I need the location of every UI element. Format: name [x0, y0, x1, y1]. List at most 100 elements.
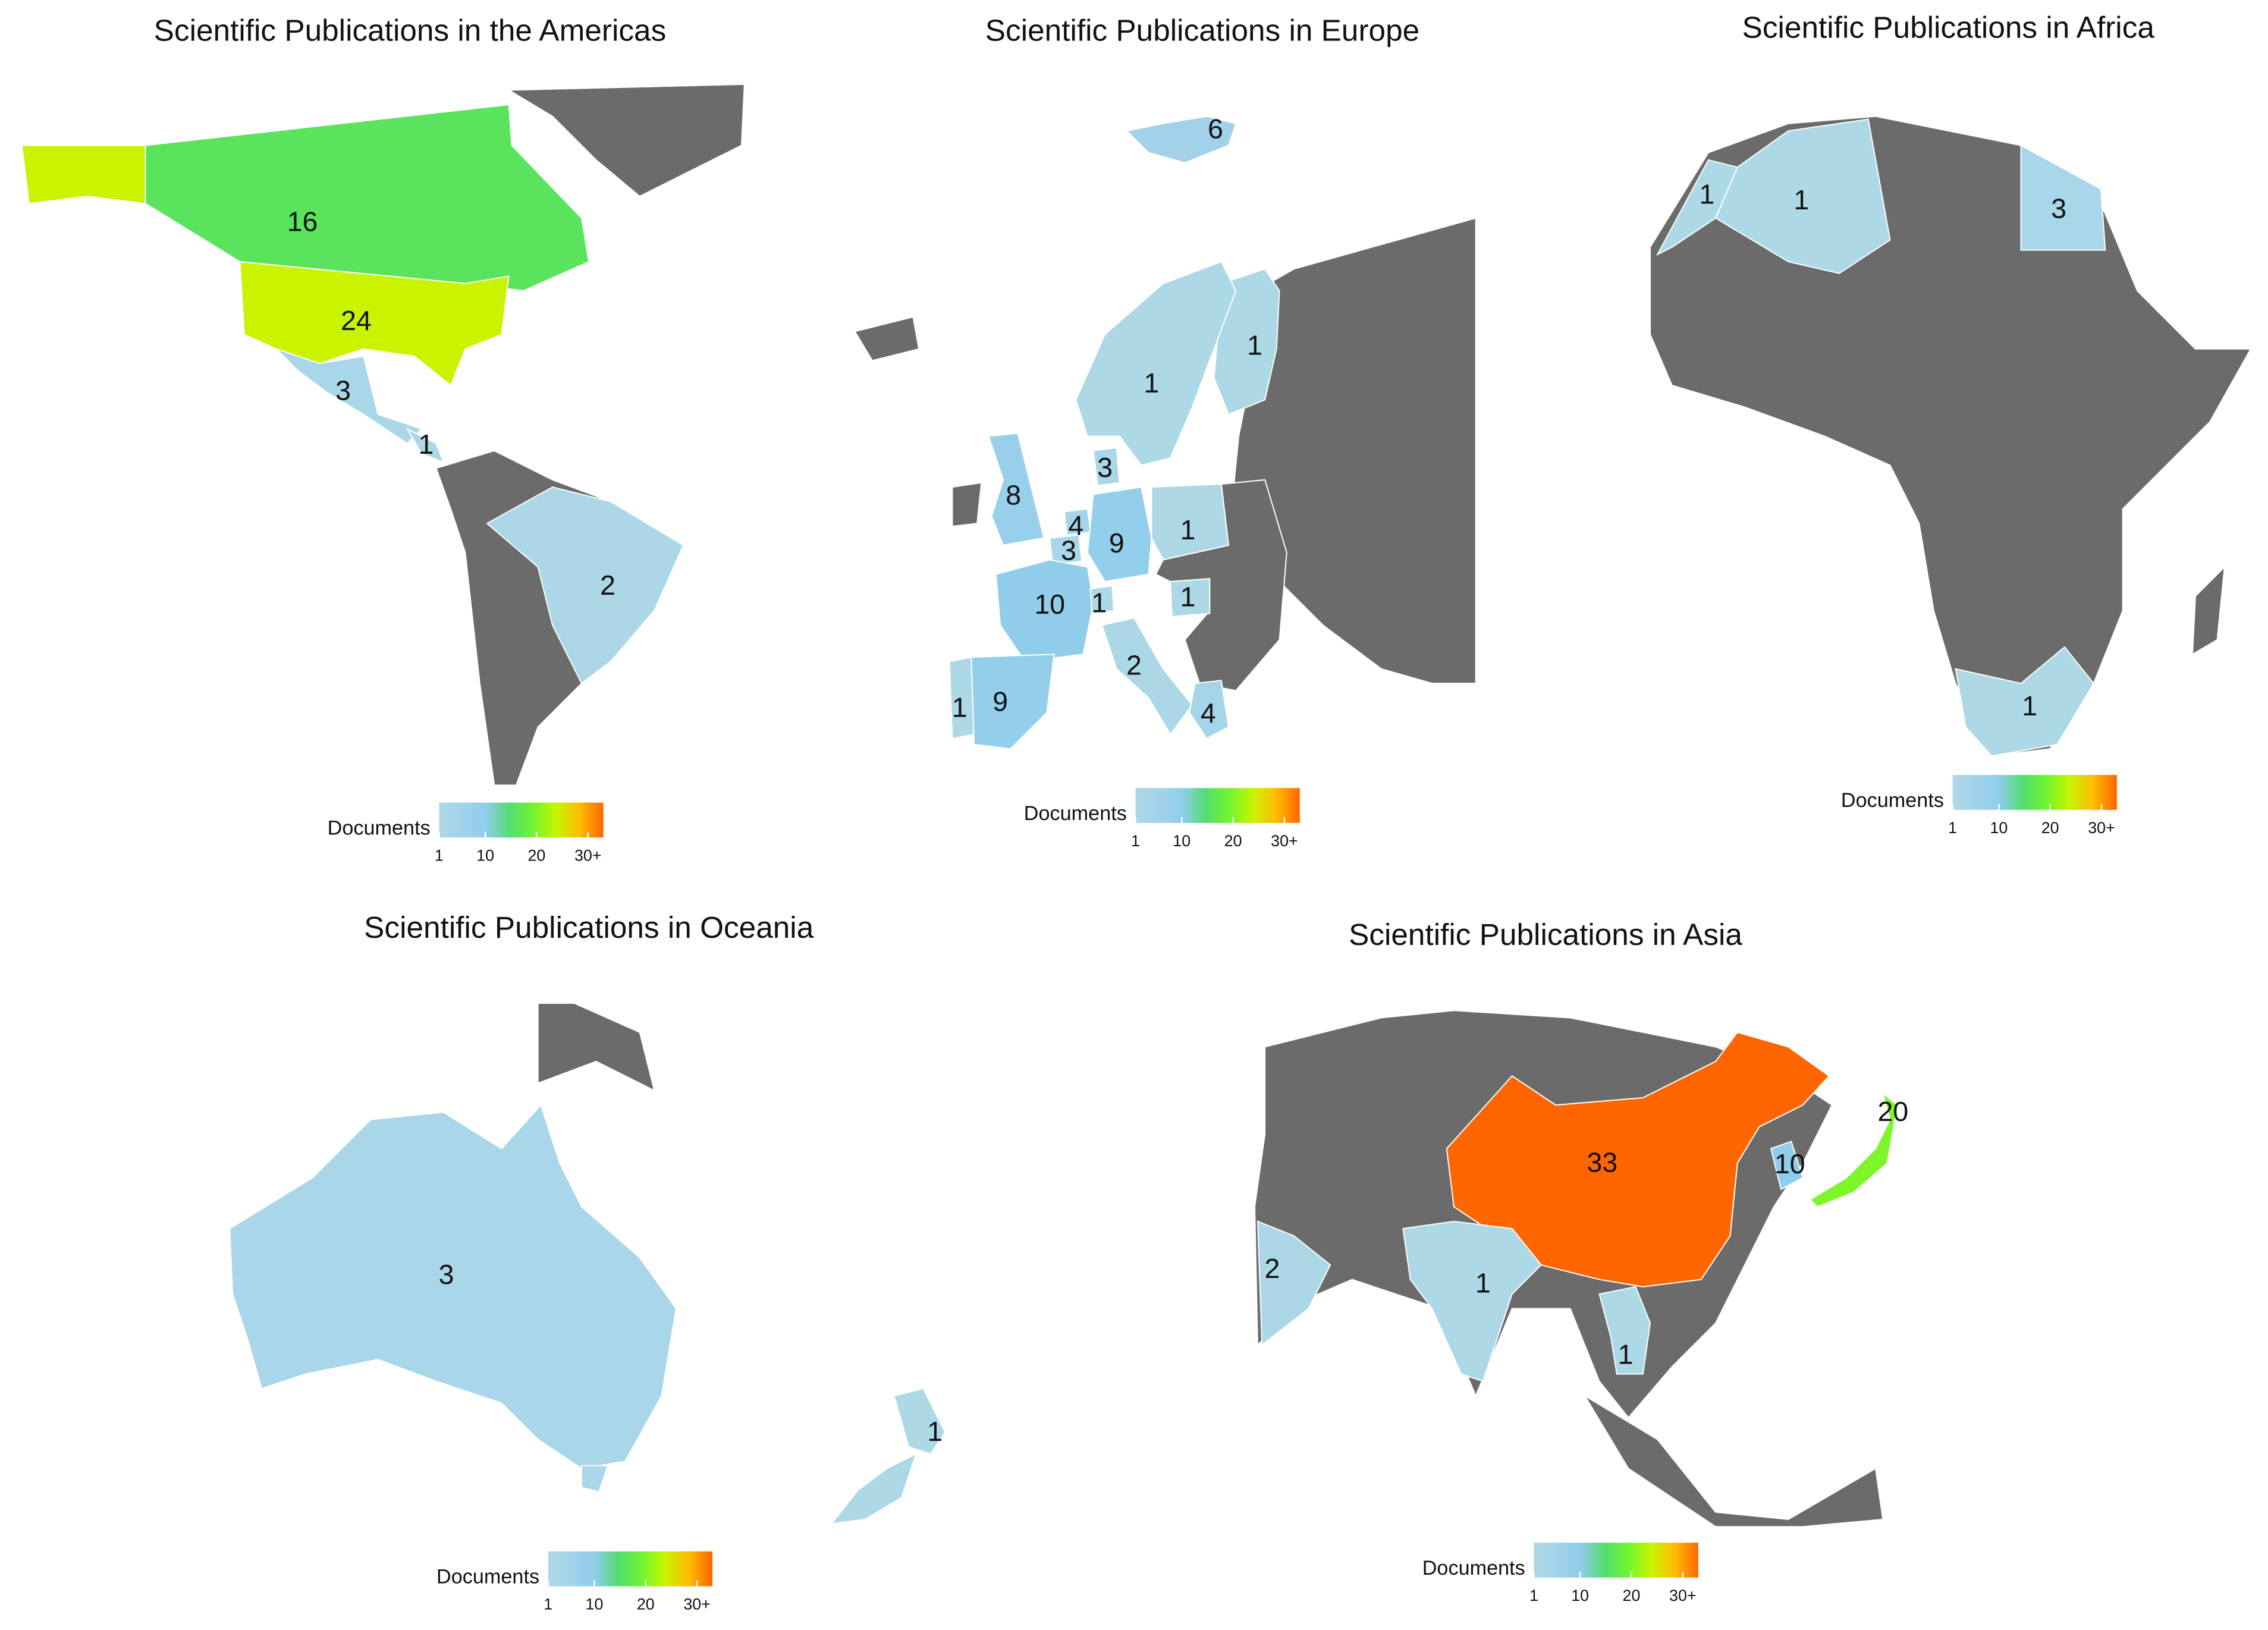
map-title: Scientific Publications in Europe: [985, 13, 1419, 47]
map-panel: Scientific Publications in Europe6113843…: [854, 13, 1477, 850]
value-label: 3: [439, 1259, 454, 1290]
legend-tick-label: 30+: [1669, 1587, 1697, 1604]
value-label: 1: [1092, 587, 1107, 618]
legend-tick-label: 30+: [574, 846, 602, 864]
legend-title: Documents: [1422, 1557, 1525, 1579]
value-label: 6: [1208, 113, 1223, 144]
country: [893, 1387, 946, 1455]
value-label: 1: [952, 692, 967, 723]
value-label: 1: [1144, 368, 1160, 398]
map-panel: Scientific Publications in the Americas 1…: [21, 13, 745, 864]
no-data-land: [507, 83, 745, 197]
no-data-land: [537, 1003, 655, 1092]
value-label: 3: [1061, 535, 1076, 566]
country: [1151, 483, 1230, 561]
no-data-land: [1650, 115, 2252, 757]
value-label: 20: [1878, 1096, 1909, 1127]
legend-tick-label: 20: [1224, 832, 1242, 850]
map-panel: Scientific Publications in Oceania 3 1 Docu…: [229, 910, 946, 1613]
country: [1125, 115, 1237, 164]
legend-tick-label: 1: [1529, 1587, 1538, 1604]
value-label: 1: [1180, 582, 1196, 613]
country: [1809, 1091, 1898, 1208]
country: [970, 654, 1055, 750]
figure-content: Scientific Publications in the Americas 1…: [21, 11, 2252, 1613]
map-title: Scientific Publications in the Americas: [154, 13, 667, 47]
legend-tick-label: 10: [1571, 1587, 1589, 1604]
country: [581, 1465, 609, 1493]
legend-tick-label: 1: [1131, 832, 1140, 850]
value-label: 3: [335, 375, 351, 406]
colorbar: [1952, 775, 2117, 810]
legend-tick-label: 20: [527, 846, 545, 864]
country: [1714, 118, 1891, 274]
country: [830, 1453, 918, 1525]
value-label: 1: [418, 429, 434, 460]
legend-title: Documents: [1024, 802, 1127, 825]
country: [1049, 534, 1083, 565]
country: [239, 261, 510, 387]
legend-tick-label: 10: [1990, 819, 2008, 837]
value-label: 1: [1247, 330, 1262, 361]
legend-title: Documents: [328, 816, 431, 839]
no-data-land: [1584, 1395, 1884, 1528]
no-data-land: [1232, 217, 1477, 684]
country: [1955, 646, 2094, 757]
value-label: 1: [1793, 184, 1809, 215]
country: [21, 145, 146, 205]
value-label: 1: [1618, 1339, 1634, 1370]
legend-tick-label: 1: [544, 1596, 552, 1613]
legend-tick-label: 30+: [683, 1596, 711, 1613]
country: [145, 103, 590, 292]
value-label: 8: [1006, 479, 1021, 510]
no-data-land: [951, 482, 982, 527]
value-label: 1: [1475, 1268, 1491, 1299]
colorbar: [1135, 788, 1300, 823]
legend-tick-label: 30+: [2088, 819, 2115, 837]
value-label: 33: [1587, 1147, 1618, 1178]
map-title: Scientific Publications in Oceania: [364, 910, 814, 944]
value-label: 4: [1068, 510, 1083, 541]
value-label: 1: [1180, 514, 1196, 545]
legend-tick-label: 30+: [1271, 832, 1298, 850]
country: [1170, 578, 1211, 617]
value-label: 24: [341, 305, 372, 336]
country: [229, 1104, 677, 1469]
country: [1188, 680, 1230, 740]
legend-tick-label: 20: [2041, 819, 2059, 837]
value-label: 2: [600, 570, 615, 601]
country: [486, 486, 684, 684]
colorbar: [1534, 1543, 1698, 1578]
country: [1089, 585, 1114, 614]
no-data-land: [2191, 565, 2226, 656]
legend-tick-label: 20: [1623, 1587, 1641, 1604]
value-label: 4: [1201, 698, 1216, 728]
country: [406, 427, 445, 464]
country: [1101, 617, 1193, 736]
value-label: 2: [1126, 649, 1142, 680]
legend-tick-label: 10: [586, 1596, 604, 1613]
no-data-land: [1155, 479, 1287, 692]
value-label: 1: [1700, 178, 1715, 209]
value-label: 1: [927, 1416, 943, 1447]
country: [995, 559, 1094, 662]
country: [1086, 486, 1152, 583]
country: [1598, 1286, 1651, 1375]
country: [1402, 1220, 1543, 1382]
country: [1092, 447, 1120, 486]
country: [988, 432, 1045, 546]
no-data-land: [854, 316, 920, 362]
country: [1770, 1141, 1804, 1191]
value-label: 1: [2022, 690, 2037, 721]
value-label: 3: [1097, 452, 1113, 483]
colorbar: [548, 1551, 713, 1587]
value-label: 16: [287, 206, 318, 237]
value-label: 9: [992, 686, 1008, 717]
legend-tick-label: 20: [637, 1596, 655, 1613]
value-label: 2: [1264, 1253, 1280, 1284]
country: [1256, 1220, 1331, 1346]
country: [1075, 260, 1237, 466]
